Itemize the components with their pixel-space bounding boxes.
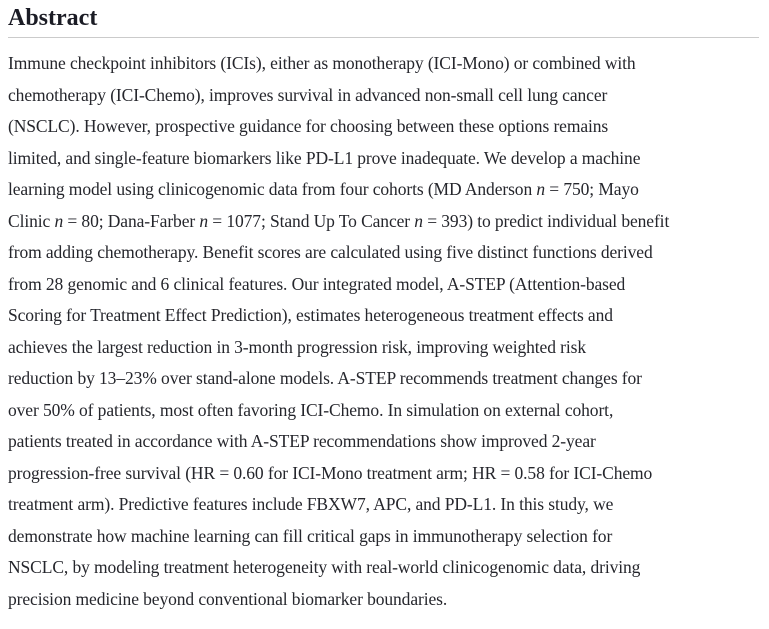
abstract-line: chemotherapy (ICI-Chemo), improves survi… [8,84,608,105]
abstract-line: precision medicine beyond conventional b… [8,588,448,609]
abstract-section: Abstract Immune checkpoint inhibitors (I… [8,5,759,615]
abstract-line: achieves the largest reduction in 3-mont… [8,336,586,357]
abstract-line: NSCLC, by modeling treatment heterogenei… [8,557,641,577]
abstract-line: from adding chemotherapy. Benefit scores… [8,242,653,262]
abstract-line: Clinic n = 80; Dana-Farber n = 1077; Sta… [8,210,670,231]
abstract-line: patients treated in accordance with A-ST… [8,431,596,451]
abstract-line: progression-free survival (HR = 0.60 for… [8,462,653,483]
abstract-line: (NSCLC). However, prospective guidance f… [8,116,609,136]
abstract-line: from 28 genomic and 6 clinical features.… [8,273,626,294]
abstract-line: treatment arm). Predictive features incl… [8,494,614,514]
abstract-line: demonstrate how machine learning can fil… [8,525,613,546]
abstract-heading: Abstract [8,5,98,31]
abstract-line: Immune checkpoint inhibitors (ICIs), eit… [8,53,636,73]
abstract-line: over 50% of patients, most often favorin… [8,399,614,420]
abstract-line: reduction by 13–23% over stand-alone mod… [8,368,642,388]
abstract-line: learning model using clinicogenomic data… [8,179,639,199]
abstract-paragraph: Immune checkpoint inhibitors (ICIs), eit… [8,48,759,615]
abstract-line: Scoring for Treatment Effect Prediction)… [8,305,613,325]
heading-divider [8,37,759,38]
abstract-line: limited, and single-feature biomarkers l… [8,147,641,168]
